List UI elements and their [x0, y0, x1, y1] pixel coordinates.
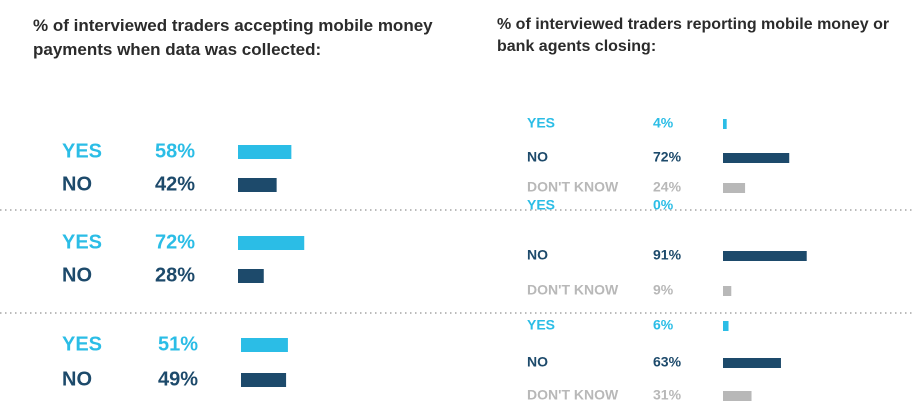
bar: [723, 358, 781, 368]
bar: [238, 269, 264, 283]
bar: [723, 153, 790, 163]
value-label: 58%: [155, 140, 195, 162]
bar: [723, 119, 727, 129]
value-label: 91%: [653, 247, 682, 263]
category-label: YES: [527, 115, 555, 131]
value-label: 63%: [653, 354, 682, 370]
category-label: NO: [62, 264, 92, 286]
bar: [723, 286, 732, 296]
bar: [723, 183, 746, 193]
bar: [238, 178, 277, 192]
value-label: 9%: [653, 282, 674, 298]
value-label: 72%: [653, 149, 682, 165]
category-label: YES: [62, 231, 102, 253]
value-label: 4%: [653, 115, 674, 131]
bar: [723, 391, 752, 401]
category-label: DON'T KNOW: [527, 282, 619, 298]
category-label: NO: [62, 368, 92, 390]
category-label: DON'T KNOW: [527, 387, 619, 403]
value-label: 28%: [155, 264, 195, 286]
panel-title: % of interviewed traders reporting mobil…: [497, 16, 890, 56]
bar: [238, 145, 292, 159]
category-label: NO: [62, 173, 92, 195]
category-label: YES: [62, 333, 102, 355]
category-label: YES: [527, 317, 555, 333]
category-label: YES: [527, 197, 555, 213]
value-label: 0%: [653, 197, 674, 213]
value-label: 72%: [155, 231, 195, 253]
value-label: 31%: [653, 387, 682, 403]
value-label: 6%: [653, 317, 674, 333]
bar: [723, 251, 807, 261]
category-label: YES: [62, 140, 102, 162]
bar: [723, 321, 729, 331]
value-label: 49%: [158, 368, 198, 390]
bar: [241, 338, 288, 352]
category-label: NO: [527, 149, 548, 165]
value-label: 42%: [155, 173, 195, 195]
category-label: NO: [527, 247, 548, 263]
value-label: 51%: [158, 333, 198, 355]
bar: [238, 236, 305, 250]
value-label: 24%: [653, 179, 682, 195]
category-label: DON'T KNOW: [527, 179, 619, 195]
panel-title: % of interviewed traders accepting mobil…: [33, 16, 433, 59]
category-label: NO: [527, 354, 548, 370]
bar: [241, 373, 287, 387]
